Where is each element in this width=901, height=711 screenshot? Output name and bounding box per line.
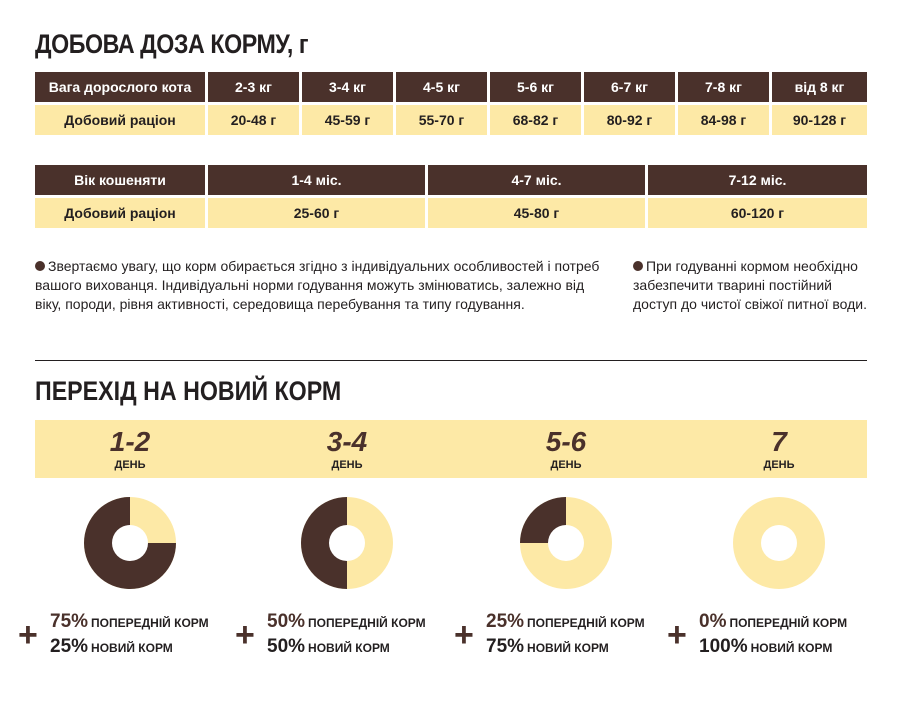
kitten-dose-table: Вік кошеняти 1-4 міс. 4-7 міс. 7-12 міс.… xyxy=(35,165,867,228)
feeding-dose-title: ДОБОВА ДОЗА КОРМУ, г xyxy=(35,29,309,59)
stage-days-3: 5-6 ДЕНЬ xyxy=(456,420,676,472)
old-food-label: ПОПЕРЕДНІЙ КОРМ xyxy=(527,616,645,630)
weight-cell: 6-7 кг xyxy=(581,72,675,105)
feeding-note: Звертаємо увагу, що корм обирається згід… xyxy=(35,257,605,314)
new-food-label: НОВИЙ КОРМ xyxy=(308,641,390,655)
old-food-percent: 50% xyxy=(267,611,306,632)
mix-donut-chart xyxy=(84,497,176,589)
ration-cell: 45-59 г xyxy=(299,105,393,135)
adult-ration-row: Добовий раціон 20-48 г 45-59 г 55-70 г 6… xyxy=(35,105,867,135)
ration-cell: 60-120 г xyxy=(645,198,867,228)
mix-donut-chart xyxy=(520,497,612,589)
age-cell: 7-12 міс. xyxy=(645,165,867,198)
ration-cell: 45-80 г xyxy=(425,198,645,228)
donut-hole xyxy=(548,525,584,561)
stage-days-2: 3-4 ДЕНЬ xyxy=(237,420,457,472)
donut-hole xyxy=(329,525,365,561)
new-food-label: НОВИЙ КОРМ xyxy=(750,641,833,655)
ration-cell: 68-82 г xyxy=(487,105,581,135)
mix-ratio: + 25% ПОПЕРЕДНІЙ КОРМ 75% НОВИЙ КОРМ xyxy=(454,610,706,660)
ration-cell: 55-70 г xyxy=(393,105,487,135)
mix-ratio: + 0% ПОПЕРЕДНІЙ КОРМ 100% НОВИЙ КОРМ xyxy=(667,610,901,660)
new-food-percent: 100% xyxy=(699,636,748,657)
day-label: ДЕНЬ xyxy=(331,459,363,471)
water-note: При годуванні кормом необхідно забезпечи… xyxy=(633,257,873,314)
new-food-percent: 50% xyxy=(267,636,306,657)
age-cell: 4-7 міс. xyxy=(425,165,645,198)
new-food-percent: 75% xyxy=(486,636,525,657)
old-food-percent: 0% xyxy=(699,611,727,632)
mix-donut-chart xyxy=(301,497,393,589)
old-food-percent: 25% xyxy=(486,611,525,632)
weight-cell: від 8 кг xyxy=(769,72,867,105)
adult-ration-header: Добовий раціон xyxy=(35,105,205,135)
weight-cell: 7-8 кг xyxy=(675,72,769,105)
adult-weight-header: Вага дорослого кота xyxy=(35,72,205,105)
old-food-segment xyxy=(301,497,347,589)
plus-icon: + xyxy=(667,616,687,654)
day-range: 1-2 xyxy=(109,426,151,457)
kitten-age-header: Вік кошеняти xyxy=(35,165,205,198)
plus-icon: + xyxy=(18,616,38,654)
kitten-ration-row: Добовий раціон 25-60 г 45-80 г 60-120 г xyxy=(35,198,867,228)
stage-days-1: 1-2 ДЕНЬ xyxy=(20,420,240,472)
adult-dose-table: Вага дорослого кота 2-3 кг 3-4 кг 4-5 кг… xyxy=(35,72,867,135)
bullet-icon xyxy=(35,261,45,271)
mix-ratio: + 50% ПОПЕРЕДНІЙ КОРМ 50% НОВИЙ КОРМ xyxy=(235,610,487,660)
donut-hole xyxy=(112,525,148,561)
ration-cell: 25-60 г xyxy=(205,198,425,228)
weight-cell: 4-5 кг xyxy=(393,72,487,105)
day-range: 3-4 xyxy=(326,426,368,457)
ration-cell: 20-48 г xyxy=(205,105,299,135)
day-label: ДЕНЬ xyxy=(763,459,795,471)
old-food-label: ПОПЕРЕДНІЙ КОРМ xyxy=(729,616,848,630)
day-range: 5-6 xyxy=(545,426,587,457)
mix-donut-chart xyxy=(733,497,825,589)
adult-weight-row: Вага дорослого кота 2-3 кг 3-4 кг 4-5 кг… xyxy=(35,72,867,105)
plus-icon: + xyxy=(235,616,255,654)
old-food-label: ПОПЕРЕДНІЙ КОРМ xyxy=(91,616,209,630)
weight-cell: 3-4 кг xyxy=(299,72,393,105)
transition-title: ПЕРЕХІД НА НОВИЙ КОРМ xyxy=(35,376,342,406)
mix-ratio: + 75% ПОПЕРЕДНІЙ КОРМ 25% НОВИЙ КОРМ xyxy=(18,610,270,660)
ration-cell: 90-128 г xyxy=(769,105,867,135)
weight-cell: 5-6 кг xyxy=(487,72,581,105)
ration-cell: 84-98 г xyxy=(675,105,769,135)
plus-icon: + xyxy=(454,616,474,654)
kitten-ration-header: Добовий раціон xyxy=(35,198,205,228)
water-note-text: При годуванні кормом необхідно забезпечи… xyxy=(633,258,868,312)
kitten-age-row: Вік кошеняти 1-4 міс. 4-7 міс. 7-12 міс. xyxy=(35,165,867,198)
bullet-icon xyxy=(633,261,643,271)
day-label: ДЕНЬ xyxy=(550,459,582,471)
section-divider xyxy=(35,360,867,361)
feeding-note-text: Звертаємо увагу, що корм обирається згід… xyxy=(35,258,600,312)
old-food-label: ПОПЕРЕДНІЙ КОРМ xyxy=(308,616,426,630)
day-label: ДЕНЬ xyxy=(114,459,146,471)
donut-hole xyxy=(761,525,797,561)
old-food-percent: 75% xyxy=(50,611,89,632)
new-food-label: НОВИЙ КОРМ xyxy=(91,641,173,655)
new-food-label: НОВИЙ КОРМ xyxy=(527,641,609,655)
day-range: 7 xyxy=(771,426,787,457)
new-food-percent: 25% xyxy=(50,636,89,657)
days-band xyxy=(35,420,867,478)
stage-days-4: 7 ДЕНЬ xyxy=(669,420,889,472)
weight-cell: 2-3 кг xyxy=(205,72,299,105)
ration-cell: 80-92 г xyxy=(581,105,675,135)
age-cell: 1-4 міс. xyxy=(205,165,425,198)
